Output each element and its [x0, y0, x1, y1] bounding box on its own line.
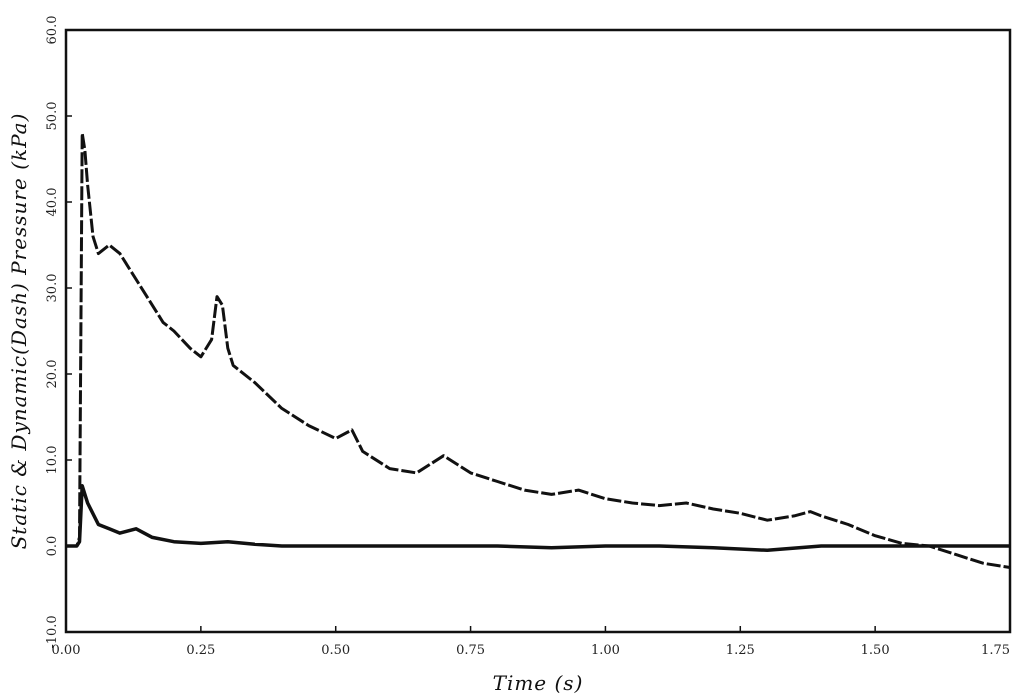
x-tick-label: 0.25: [186, 643, 215, 658]
y-tick-label: 0.0: [45, 536, 60, 557]
y-tick-label: -10.0: [45, 615, 60, 648]
y-tick-label: 60.0: [45, 16, 60, 45]
plot-frame: [64, 28, 1012, 634]
x-tick-label: 1.00: [591, 643, 620, 658]
x-tick-label: 1.50: [861, 643, 890, 658]
x-axis-title: Time (s): [493, 671, 584, 695]
y-tick-label: 30.0: [45, 274, 60, 303]
x-tick-label: 1.75: [981, 643, 1010, 658]
x-tick-label: 0.50: [321, 643, 350, 658]
x-tick-label: 1.25: [726, 643, 755, 658]
y-tick-label: 50.0: [45, 102, 60, 131]
y-axis-ticks: -10.0 0.0 10.0 20.0 30.0 40.0 50.0 60.0: [45, 16, 72, 649]
static-pressure-line: [66, 484, 1010, 553]
x-tick-label: 0.00: [52, 643, 81, 658]
y-tick-label: 10.0: [45, 446, 60, 475]
y-tick-label: 20.0: [45, 360, 60, 389]
dynamic-pressure-line: [66, 131, 1011, 569]
x-tick-label: 0.75: [456, 643, 485, 658]
series-layer: [66, 131, 1011, 569]
y-axis-title: Static & Dynamic(Dash) Pressure (kPa): [7, 113, 31, 550]
y-tick-label: 40.0: [45, 188, 60, 217]
x-axis-ticks: 0.00 0.25 0.50 0.75 1.00 1.25 1.50 1.75: [52, 626, 1011, 658]
